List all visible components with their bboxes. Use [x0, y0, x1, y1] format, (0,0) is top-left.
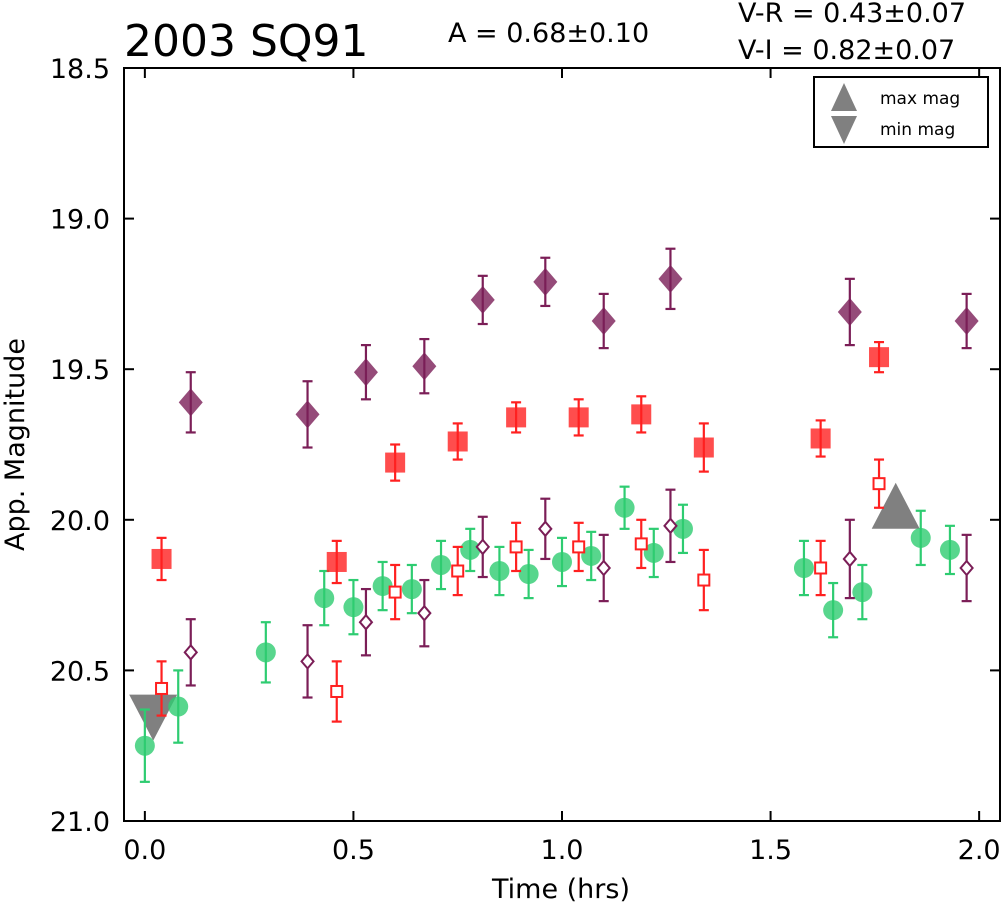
- x-axis-label: Time (hrs): [491, 874, 630, 904]
- data-point: [581, 545, 602, 566]
- vr-annotation: V-R = 0.43±0.07: [738, 0, 966, 29]
- legend: max mag min mag: [813, 76, 989, 148]
- data-point: [959, 559, 974, 577]
- y-tick-label: 21.0: [50, 807, 110, 838]
- data-point: [401, 579, 422, 600]
- y-tick-label: 19.5: [50, 355, 110, 386]
- data-point: [693, 437, 714, 458]
- data-point: [697, 573, 711, 587]
- data-point: [343, 597, 364, 618]
- data-point: [533, 267, 558, 296]
- data-point: [537, 520, 553, 538]
- data-point: [489, 561, 510, 582]
- data-point: [178, 388, 203, 417]
- data-point: [314, 588, 335, 609]
- data-point: [591, 307, 616, 336]
- data-point: [810, 428, 831, 449]
- plot-frame: [123, 67, 1001, 822]
- data-point: [183, 643, 199, 661]
- data-point: [447, 431, 468, 452]
- series-square-open: [155, 458, 886, 723]
- series-diamond-open: [183, 488, 974, 699]
- vi-annotation: V-I = 0.82±0.07: [738, 35, 955, 66]
- data-point: [460, 539, 481, 560]
- max-mag-legend-marker: [831, 83, 857, 111]
- data-point: [614, 497, 635, 518]
- data-point: [910, 527, 931, 548]
- x-tick-label: 2.0: [958, 835, 1001, 866]
- y-tick-label: 20.5: [50, 656, 110, 687]
- data-point: [658, 264, 683, 293]
- data-point: [168, 696, 189, 717]
- min-mag-marker: [129, 694, 178, 741]
- data-point: [255, 642, 276, 663]
- data-point: [431, 554, 452, 575]
- data-point: [837, 297, 862, 326]
- data-point: [634, 537, 648, 551]
- data-point: [954, 307, 979, 336]
- data-point: [552, 551, 572, 572]
- amplitude-annotation: A = 0.68±0.10: [448, 18, 649, 49]
- data-point: [506, 407, 527, 428]
- legend-entry-max-mag: max mag: [880, 89, 960, 109]
- y-tick-label: 19.0: [50, 205, 110, 236]
- data-point: [631, 404, 652, 425]
- data-point: [372, 576, 393, 597]
- data-point: [388, 585, 402, 599]
- series-circle-filled: [134, 485, 960, 783]
- data-point: [475, 538, 491, 556]
- data-point: [518, 564, 539, 585]
- data-point: [417, 604, 432, 622]
- data-point: [134, 735, 155, 756]
- data-point: [869, 347, 890, 368]
- data-point: [852, 582, 873, 603]
- data-point: [353, 358, 378, 387]
- data-point: [330, 684, 344, 698]
- data-point: [300, 652, 315, 670]
- y-tick-label: 20.0: [50, 506, 110, 537]
- x-tick-label: 0.5: [332, 835, 375, 866]
- series-diamond-filled: [178, 247, 979, 449]
- data-marks: [129, 247, 979, 783]
- max-mag-marker: [871, 482, 920, 529]
- data-point: [295, 400, 320, 429]
- series-square-filled: [151, 340, 890, 585]
- data-point: [596, 559, 612, 577]
- data-point: [155, 681, 169, 695]
- data-point: [663, 517, 678, 535]
- data-point: [326, 551, 347, 572]
- legend-entry-min-mag: min mag: [880, 120, 955, 140]
- data-point: [939, 539, 960, 560]
- min-mag-legend-marker: [831, 116, 857, 144]
- data-point: [385, 452, 406, 473]
- data-point: [842, 550, 858, 568]
- data-point: [672, 518, 693, 539]
- data-point: [643, 542, 664, 563]
- data-point: [568, 407, 589, 428]
- x-tick-label: 0.0: [123, 835, 166, 866]
- y-tick-label: 18.5: [50, 54, 110, 85]
- data-point: [814, 561, 828, 575]
- axes: 0.0 0.5 1.0 1.5 2.0 18.5 19.0 19.5 20.0 20.5 21.0: [50, 54, 1001, 866]
- chart-title: 2003 SQ91: [124, 16, 369, 67]
- data-point: [451, 564, 465, 578]
- x-tick-label: 1.5: [749, 835, 792, 866]
- data-point: [358, 613, 374, 631]
- x-tick-label: 1.0: [541, 835, 584, 866]
- data-point: [470, 285, 495, 314]
- data-point: [823, 600, 844, 621]
- data-point: [872, 477, 886, 491]
- y-axis-label: App. Magnitude: [0, 338, 31, 551]
- data-point: [509, 540, 523, 554]
- data-point: [793, 557, 814, 578]
- data-point: [572, 540, 586, 554]
- data-point: [412, 352, 437, 381]
- data-point: [151, 548, 172, 569]
